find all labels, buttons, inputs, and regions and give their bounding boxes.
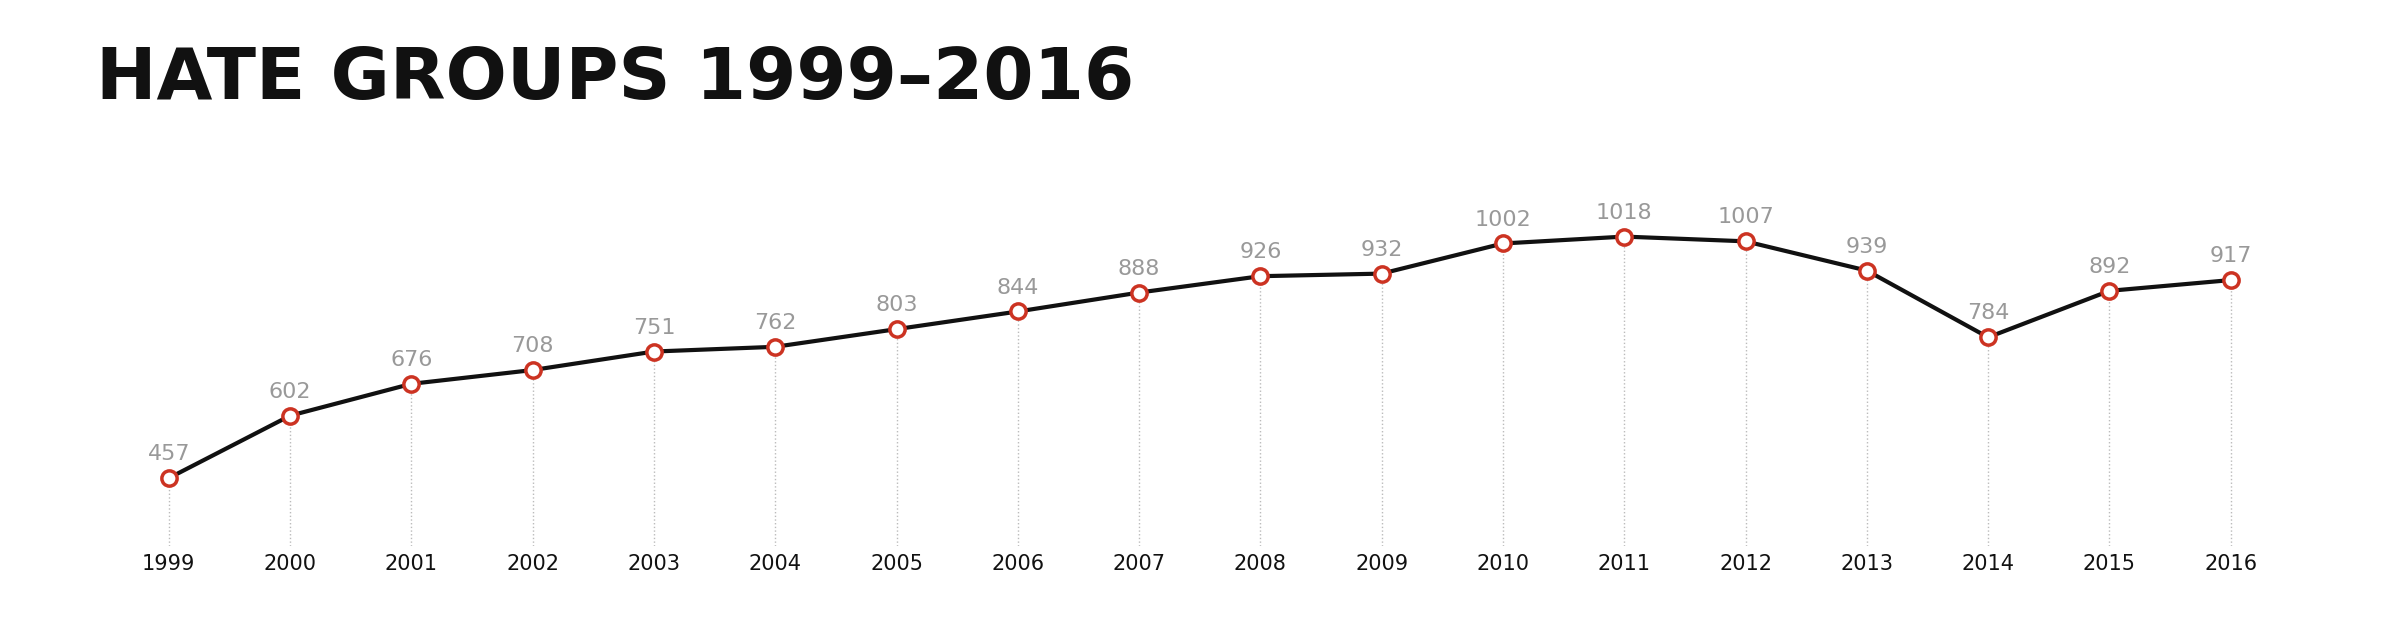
Text: 803: 803 [876,295,917,315]
Text: 1018: 1018 [1596,203,1654,223]
Text: 751: 751 [634,318,674,338]
Text: 892: 892 [2088,257,2131,277]
Text: 917: 917 [2210,246,2251,266]
Text: 762: 762 [754,313,797,333]
Text: HATE GROUPS 1999–2016: HATE GROUPS 1999–2016 [96,45,1135,114]
Text: 844: 844 [996,277,1039,298]
Text: 1002: 1002 [1474,209,1531,230]
Text: 676: 676 [391,350,432,370]
Text: 708: 708 [511,336,554,356]
Text: 932: 932 [1361,239,1404,260]
Text: 939: 939 [1846,237,1889,257]
Text: 602: 602 [269,382,312,402]
Text: 457: 457 [146,444,190,464]
Text: 888: 888 [1118,259,1159,279]
Text: 1007: 1007 [1716,207,1774,227]
Text: 926: 926 [1238,242,1282,263]
Text: 784: 784 [1968,304,2009,324]
